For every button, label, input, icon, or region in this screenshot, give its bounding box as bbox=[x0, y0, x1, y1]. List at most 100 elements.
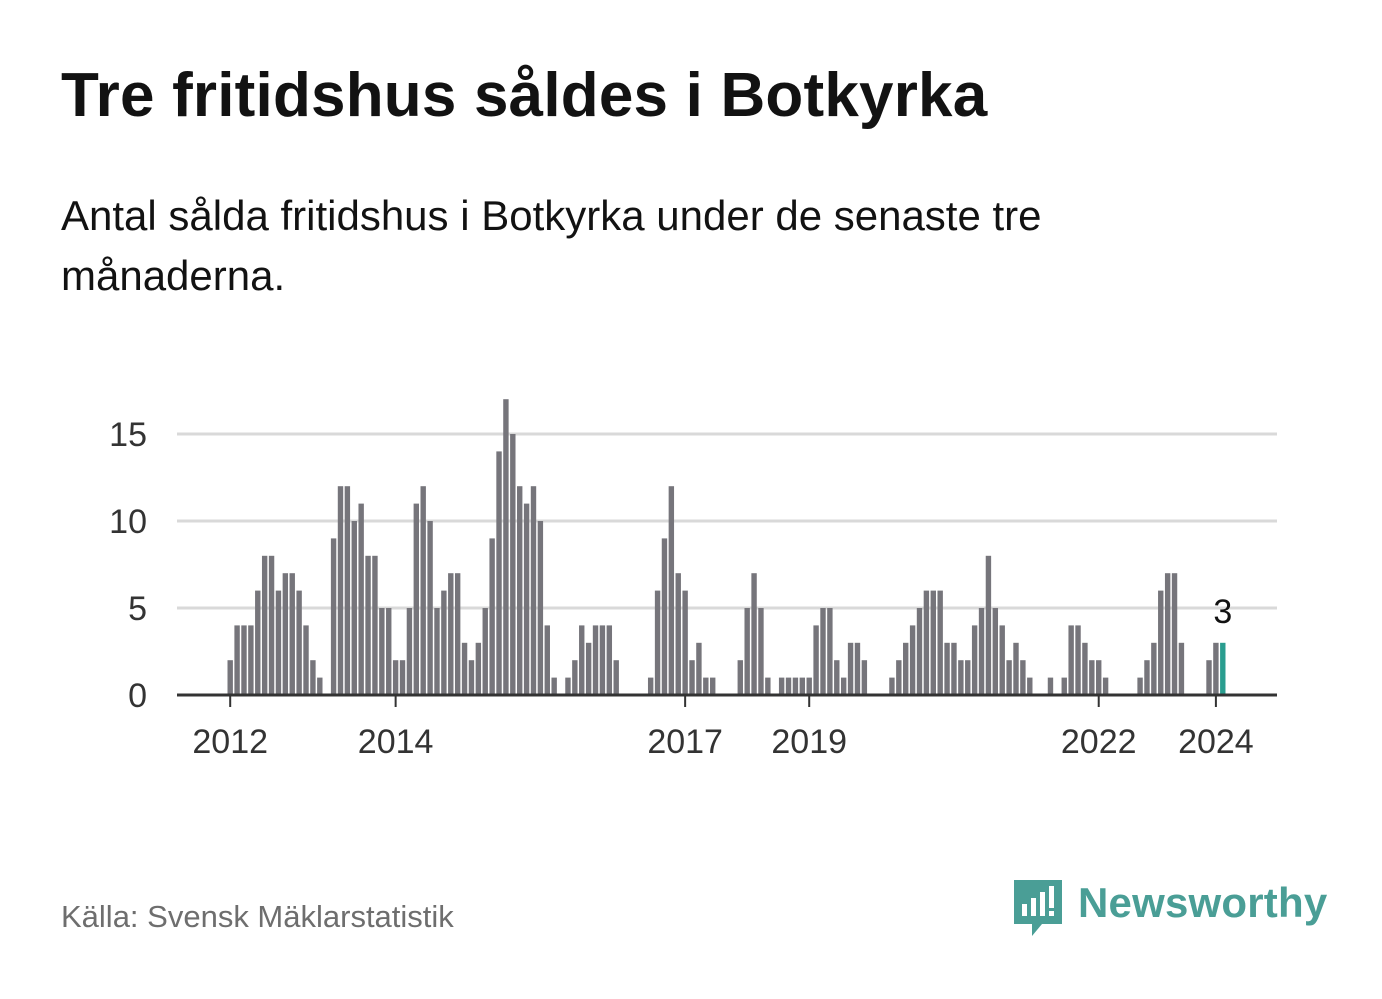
bar bbox=[489, 538, 495, 695]
bar bbox=[971, 625, 978, 695]
bar bbox=[296, 590, 302, 695]
bar bbox=[268, 555, 275, 695]
bar bbox=[282, 573, 289, 695]
bar bbox=[682, 590, 688, 695]
bar bbox=[1082, 642, 1088, 695]
x-tick-label: 2017 bbox=[647, 723, 723, 761]
bar bbox=[406, 608, 413, 695]
source-note: Källa: Svensk Mäklarstatistik bbox=[61, 899, 454, 934]
bar bbox=[227, 660, 233, 695]
bar bbox=[668, 486, 675, 695]
bar bbox=[778, 677, 785, 695]
value-annotation: 3 bbox=[1213, 593, 1232, 631]
bar bbox=[365, 555, 371, 695]
bar bbox=[372, 555, 378, 695]
bar bbox=[275, 590, 282, 695]
bar bbox=[999, 625, 1005, 695]
bar bbox=[523, 503, 530, 695]
bar bbox=[661, 538, 668, 695]
bar bbox=[337, 486, 344, 695]
bar bbox=[827, 608, 833, 695]
brand-name: Newsworthy bbox=[1078, 879, 1328, 926]
bar bbox=[785, 677, 792, 695]
bar bbox=[392, 660, 399, 695]
bar bbox=[606, 625, 613, 695]
bar bbox=[965, 660, 971, 695]
bar bbox=[344, 486, 351, 695]
bar bbox=[696, 642, 702, 695]
bar bbox=[765, 677, 771, 695]
bar bbox=[689, 660, 695, 695]
bar bbox=[792, 677, 799, 695]
bar bbox=[579, 625, 585, 695]
y-tick-label: 10 bbox=[109, 503, 147, 541]
x-axis bbox=[177, 693, 1277, 707]
bar bbox=[751, 573, 757, 695]
bar bbox=[1068, 625, 1074, 695]
bar bbox=[978, 608, 985, 695]
x-tick-label: 2022 bbox=[1061, 723, 1137, 761]
y-tick-label: 15 bbox=[109, 416, 147, 454]
bar bbox=[503, 399, 509, 695]
x-tick-label: 2024 bbox=[1178, 723, 1254, 761]
x-axis-labels: 2012 2014 2017 2019 2022 2024 bbox=[192, 723, 1253, 761]
bar bbox=[1096, 660, 1102, 695]
bar bbox=[585, 642, 592, 695]
bar bbox=[916, 608, 923, 695]
bar bbox=[710, 677, 716, 695]
bar bbox=[1151, 642, 1157, 695]
bar bbox=[572, 660, 578, 695]
bar bbox=[1171, 573, 1178, 695]
x-tick-label: 2019 bbox=[771, 723, 847, 761]
bar bbox=[1061, 677, 1067, 695]
bar bbox=[647, 677, 654, 695]
bar bbox=[537, 521, 544, 695]
bar bbox=[565, 677, 571, 695]
bar bbox=[427, 521, 433, 695]
bar bbox=[675, 573, 681, 695]
bar bbox=[510, 434, 516, 695]
bar bbox=[799, 677, 806, 695]
bar bbox=[909, 625, 916, 695]
bar bbox=[358, 503, 364, 695]
bar bbox=[951, 642, 957, 695]
bar bbox=[1158, 590, 1164, 695]
bar bbox=[985, 555, 992, 695]
bar bbox=[599, 625, 606, 695]
bar bbox=[448, 573, 454, 695]
bar bbox=[303, 625, 309, 695]
bar bbox=[889, 677, 895, 695]
bar bbox=[703, 677, 709, 695]
bar bbox=[475, 642, 482, 695]
bars bbox=[227, 399, 1226, 695]
bar bbox=[1137, 677, 1143, 695]
y-axis-labels: 0 5 10 15 bbox=[109, 416, 147, 715]
bar bbox=[310, 660, 316, 695]
bar bbox=[1213, 642, 1219, 695]
bar bbox=[234, 625, 240, 695]
bar bbox=[1013, 642, 1019, 695]
bar bbox=[958, 660, 964, 695]
bar bbox=[317, 677, 323, 695]
brand-logo[interactable]: Newsworthy bbox=[1012, 878, 1327, 940]
x-tick-label: 2014 bbox=[358, 723, 434, 761]
annotations: 3 bbox=[1213, 593, 1232, 631]
bar bbox=[806, 677, 812, 695]
bar bbox=[1144, 660, 1150, 695]
bar bbox=[923, 590, 930, 695]
bar bbox=[420, 486, 426, 695]
bar bbox=[255, 590, 261, 695]
bar bbox=[241, 625, 247, 695]
bar bbox=[496, 451, 502, 695]
bar bbox=[386, 608, 392, 695]
bar bbox=[1089, 660, 1095, 695]
bar bbox=[351, 521, 357, 695]
bar bbox=[441, 590, 447, 695]
bar bbox=[1164, 573, 1171, 695]
bar-highlight bbox=[1220, 642, 1226, 695]
bar bbox=[1102, 677, 1109, 695]
x-tick-label: 2012 bbox=[192, 723, 268, 761]
chart-subtitle: Antal sålda fritidshus i Botkyrka under … bbox=[61, 192, 1042, 299]
bar bbox=[861, 660, 868, 695]
bar bbox=[758, 608, 764, 695]
